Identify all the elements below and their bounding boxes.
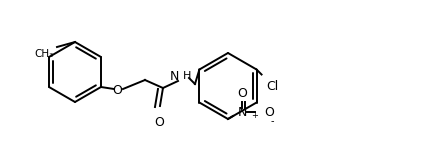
Text: O: O	[263, 106, 273, 119]
Text: H: H	[183, 71, 191, 81]
Text: Cl: Cl	[266, 80, 278, 93]
Text: O: O	[237, 86, 246, 99]
Text: O: O	[112, 84, 122, 97]
Text: O: O	[154, 116, 163, 129]
Text: N: N	[169, 69, 178, 82]
Text: N: N	[237, 106, 246, 119]
Text: -: -	[270, 116, 274, 126]
Text: CH₃: CH₃	[35, 49, 54, 59]
Text: +: +	[250, 111, 257, 120]
